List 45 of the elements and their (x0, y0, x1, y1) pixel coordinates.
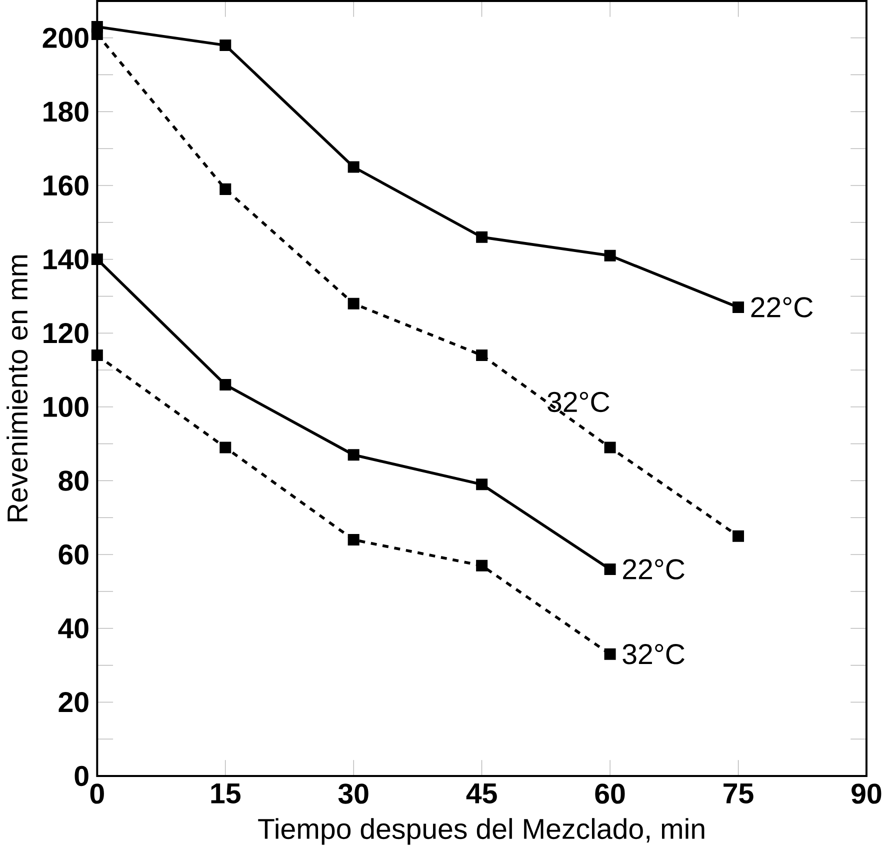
point (91, 349, 103, 361)
point (91, 253, 103, 265)
y-tick-label: 100 (44, 396, 88, 417)
y-tick-label: 180 (44, 101, 88, 122)
point (220, 183, 232, 195)
y-axis-title: Revenimiento en mm (6, 255, 28, 522)
point (604, 442, 616, 454)
point (348, 534, 360, 546)
x-tick-label: 45 (466, 783, 497, 804)
point (348, 298, 360, 310)
point (604, 250, 616, 262)
point (348, 161, 360, 173)
point (348, 448, 360, 460)
y-tick-label: 0 (74, 766, 88, 786)
point (476, 560, 488, 572)
y-tick-label: 20 (58, 692, 88, 712)
series-label: 32°C (548, 392, 610, 412)
x-tick-label: 0 (90, 783, 104, 804)
y-tick-label: 80 (58, 470, 88, 491)
point (604, 648, 616, 660)
y-tick-label: 60 (58, 544, 88, 564)
point (91, 28, 103, 40)
y-tick-label: 120 (44, 322, 88, 344)
y-tick-label: 140 (44, 249, 88, 270)
series-label: 22°C (623, 559, 684, 580)
x-axis-title: Tiempo despues del Mezclado, min (258, 818, 704, 845)
y-tick-label: 160 (44, 175, 88, 196)
x-tick-label: 75 (724, 783, 754, 804)
point (476, 231, 488, 243)
y-tick-label: 40 (58, 618, 88, 638)
point (732, 530, 744, 542)
point (476, 478, 488, 490)
point (732, 301, 744, 313)
x-tick-label: 60 (595, 783, 625, 804)
y-tick-label: 200 (42, 28, 88, 48)
x-tick-label: 15 (211, 783, 240, 804)
point (220, 39, 232, 51)
point (476, 349, 488, 361)
point (604, 563, 616, 575)
series-label: 32°C (622, 644, 684, 664)
x-tick-label: 90 (852, 783, 882, 804)
point (220, 378, 232, 390)
x-tick-label: 30 (338, 783, 368, 804)
series-label: 22°C (751, 296, 813, 318)
point (220, 442, 232, 454)
